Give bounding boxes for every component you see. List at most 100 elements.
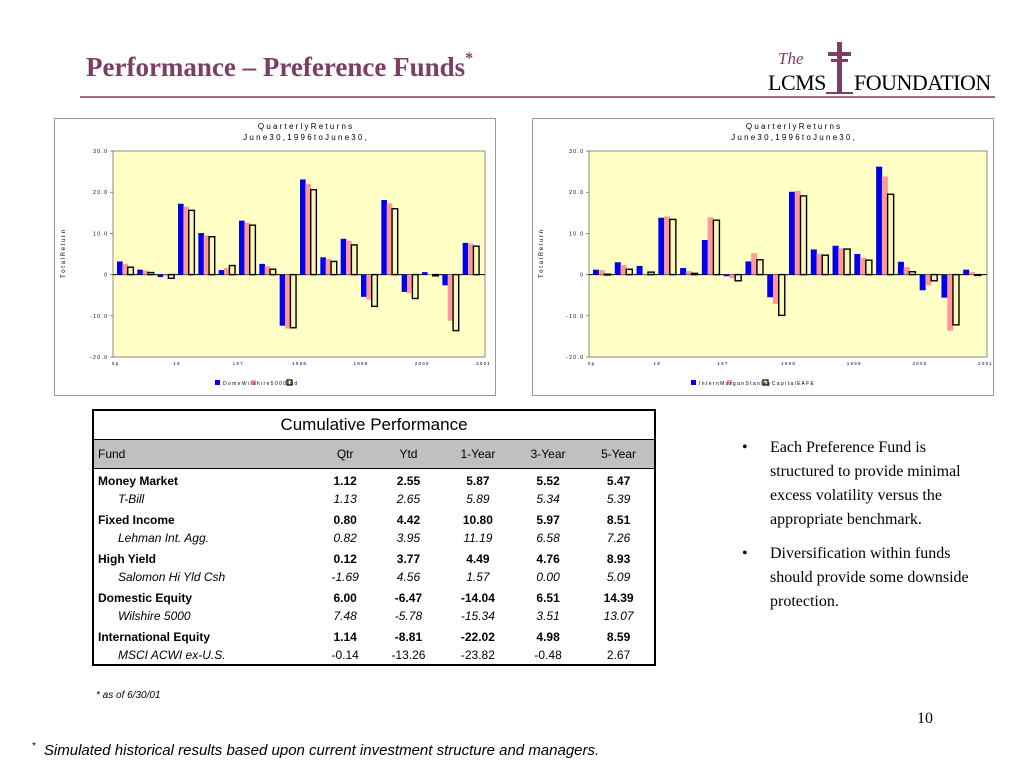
- benchmark-value: 13.07: [603, 609, 634, 623]
- table-row: Lehman Int. Agg. 0.82 3.95 11.19 6.58 7.26: [93, 529, 655, 547]
- fund-value: 5.97: [536, 513, 560, 527]
- benchmark-value: 7.48: [333, 609, 357, 623]
- bar: [127, 266, 135, 276]
- bar: [178, 203, 184, 275]
- y-tick-label: - 2 0 . 0: [566, 355, 583, 361]
- benchmark-value: 4.56: [396, 570, 421, 584]
- y-tick-label: 0: [580, 273, 583, 279]
- fund-value: 5.87: [466, 474, 490, 488]
- y-tick-label: 3 0 . 0: [93, 149, 107, 155]
- bar: [208, 235, 216, 276]
- fund-value: 0.12: [333, 552, 357, 566]
- column-header: Ytd: [374, 439, 443, 469]
- bar: [974, 273, 982, 277]
- bar: [903, 267, 910, 275]
- chart-title: Q u a r t e r l y R e t u r n s: [746, 122, 840, 131]
- benchmark-value: 0.00: [536, 570, 560, 584]
- bar: [411, 273, 419, 300]
- x-tick-label: 1 9 9 9: [847, 361, 861, 366]
- benchmark-name: T-Bill: [118, 492, 145, 506]
- benchmark-value: 5.89: [466, 492, 490, 506]
- page-title: Performance – Preference Funds*: [86, 50, 473, 83]
- bar: [350, 244, 358, 276]
- benchmark-value: 3.51: [536, 609, 560, 623]
- bar: [690, 272, 699, 276]
- bar: [685, 270, 692, 275]
- chart-domestic-equity: Q u a r t e r l y R e t u r n s J u n e 3…: [61, 122, 490, 387]
- y-tick-label: - 1 0 . 0: [566, 314, 583, 320]
- y-tick-label: - 2 0 . 0: [90, 355, 107, 361]
- chart-international-equity: Q u a r t e r l y R e t u r n s J u n e 3…: [539, 122, 992, 387]
- benchmark-value: 5.39: [606, 492, 631, 506]
- bar: [320, 257, 326, 275]
- bar: [163, 274, 169, 276]
- legend-swatch: [251, 380, 256, 385]
- benchmark-value: 2.65: [396, 492, 421, 506]
- bar: [279, 274, 286, 326]
- benchmark-value: -5.78: [394, 609, 423, 623]
- footnote: * Simulated historical results based upon…: [32, 741, 599, 759]
- bar: [198, 232, 204, 275]
- benchmark-value: 6.58: [536, 531, 560, 545]
- bar: [427, 274, 434, 275]
- fund-value: 4.49: [466, 552, 490, 566]
- bar: [432, 273, 440, 277]
- benchmark-name: Lehman Int. Agg.: [118, 531, 209, 545]
- column-header: 5-Year: [583, 439, 655, 469]
- bullet-item: • Diversification within funds should pr…: [742, 542, 982, 614]
- bar: [259, 263, 265, 275]
- benchmark-value: -1.69: [331, 570, 359, 584]
- bar: [228, 264, 236, 276]
- y-tick-label: 2 0 . 0: [569, 190, 583, 196]
- bar: [381, 200, 387, 275]
- fund-name: Domestic Equity: [98, 591, 193, 605]
- bar: [647, 271, 655, 276]
- bullet-text: Each Preference Fund is structured to pr…: [770, 439, 961, 528]
- bar: [598, 270, 605, 275]
- fund-value: 5.52: [536, 474, 560, 488]
- bar: [310, 189, 318, 276]
- legend-swatch: [691, 380, 696, 385]
- legend-text: I n t e r n M o r g a n S t a n l e y C …: [699, 381, 814, 387]
- fund-name: High Yield: [98, 552, 157, 566]
- benchmark-value: 0.82: [333, 531, 357, 545]
- bar: [876, 166, 883, 275]
- bar: [963, 269, 970, 275]
- fund-value: -8.81: [394, 630, 423, 644]
- table-row: Money Market 1.12 2.55 5.87 5.52 5.47: [93, 469, 655, 491]
- fund-value: 8.93: [606, 552, 631, 566]
- bar: [886, 193, 895, 276]
- y-tick-label: - 1 0 . 0: [90, 314, 107, 320]
- fund-value: 1.12: [333, 474, 357, 488]
- table-row: MSCI ACWI ex-U.S. -0.14 -13.26 -23.82 -0.48 2…: [93, 646, 655, 665]
- bar: [447, 274, 454, 321]
- y-axis-label: T o t a l R e t u r n: [61, 230, 67, 278]
- bar: [462, 242, 469, 275]
- bar: [908, 271, 917, 276]
- x-tick-label: 1 9 7: [717, 361, 728, 366]
- bar: [860, 257, 867, 275]
- plot-area: [588, 150, 988, 358]
- bar: [407, 274, 413, 294]
- bar: [756, 259, 764, 276]
- title-divider: [80, 96, 995, 98]
- page-title-text: Performance – Preference Funds: [86, 52, 466, 82]
- cross-icon: [826, 42, 853, 94]
- x-tick-label: 1 9: [173, 361, 180, 366]
- benchmark-value: 5.34: [536, 492, 560, 506]
- chart-panel-left: Q u a r t e r l y R e t u r n s J u n e 3…: [54, 118, 496, 396]
- bar: [881, 176, 888, 275]
- bar: [952, 273, 960, 326]
- x-tick-label: 1 9: [654, 361, 661, 366]
- bar: [366, 274, 373, 300]
- bar: [122, 263, 129, 275]
- table-row: High Yield 0.12 3.77 4.49 4.76 8.93: [93, 547, 655, 568]
- fund-value: 4.42: [396, 513, 421, 527]
- bar: [472, 245, 480, 276]
- bar: [422, 272, 428, 275]
- chart-title: Q u a r t e r l y R e t u r n s: [258, 122, 352, 131]
- y-tick-label: 1 0 . 0: [569, 231, 583, 237]
- fund-value: 1.14: [333, 630, 357, 644]
- bar: [452, 273, 460, 332]
- bar: [239, 220, 245, 275]
